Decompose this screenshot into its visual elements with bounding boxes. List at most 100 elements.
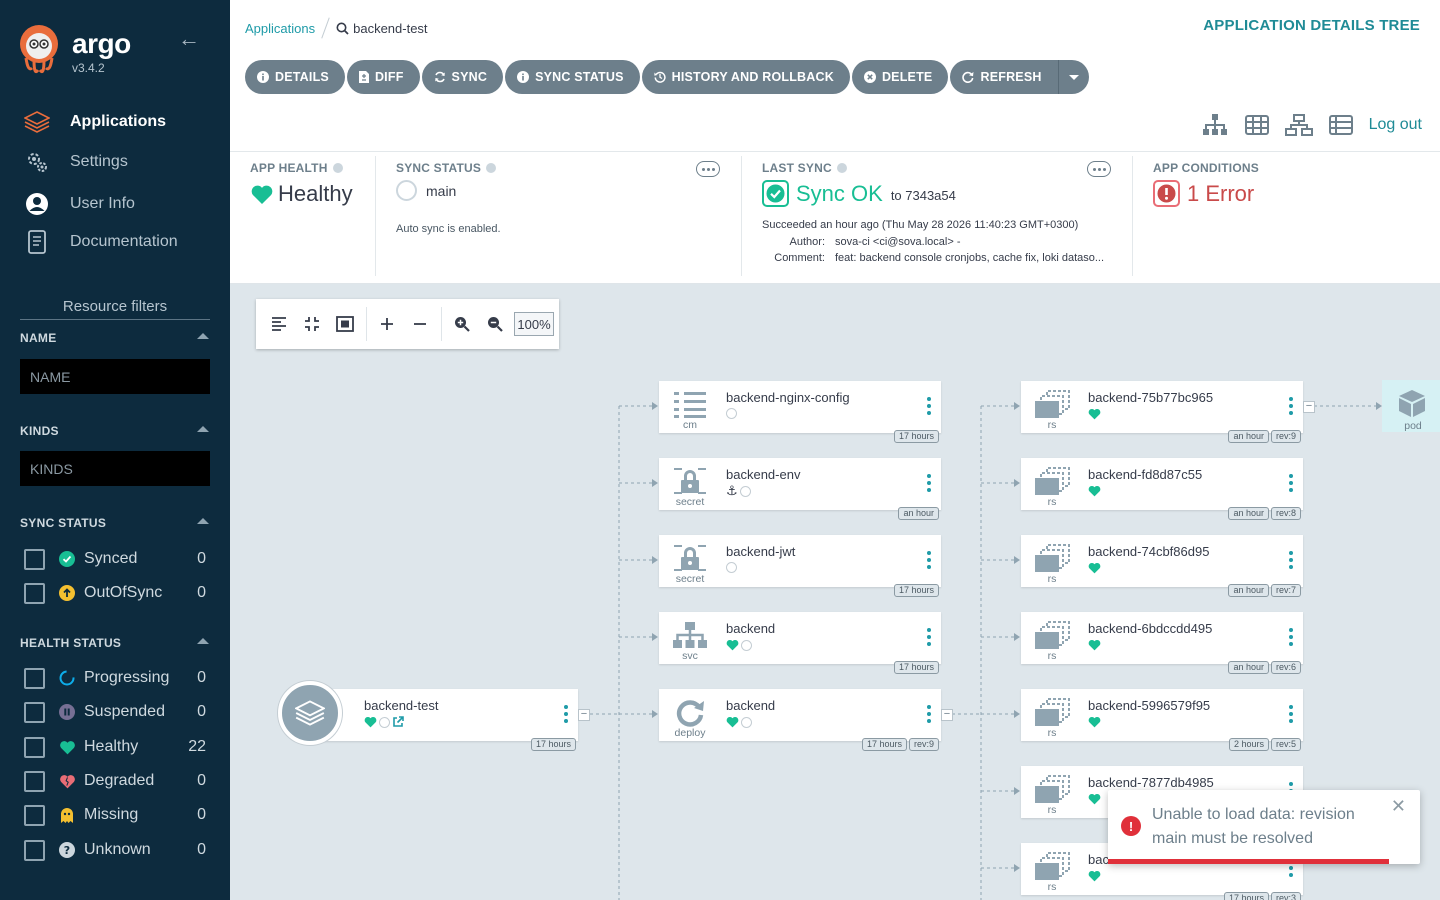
sync-status-collapse-icon[interactable] — [197, 518, 209, 524]
node-menu-icon[interactable] — [927, 474, 931, 492]
node-menu-icon[interactable] — [927, 551, 931, 569]
sync-status-more-button[interactable] — [696, 161, 720, 177]
tree-node-replicaset[interactable]: rs backend-5996579f95 2 hours rev:5 — [1021, 689, 1303, 751]
configmap-icon — [671, 389, 709, 419]
sync-status-button[interactable]: SYNC STATUS — [505, 60, 640, 94]
node-menu-icon[interactable] — [1289, 474, 1293, 492]
node-menu-icon[interactable] — [1289, 397, 1293, 415]
sync-button[interactable]: SYNC — [421, 60, 504, 94]
align-left-icon[interactable] — [265, 310, 293, 338]
zoom-out-icon[interactable] — [481, 310, 509, 338]
filter-unknown[interactable]: ? Unknown 0 — [24, 839, 206, 861]
checkbox[interactable] — [24, 582, 45, 604]
nav-documentation[interactable]: Documentation — [24, 228, 178, 256]
details-button[interactable]: DETAILS — [245, 60, 345, 94]
help-icon[interactable] — [836, 163, 847, 173]
last-sync-comment: feat: backend console cronjobs, cache fi… — [835, 252, 1105, 264]
collapse-node-icon[interactable]: − — [578, 709, 590, 721]
filter-synced[interactable]: Synced 0 — [24, 548, 206, 570]
node-menu-icon[interactable] — [927, 705, 931, 723]
filter-progressing[interactable]: Progressing 0 — [24, 667, 206, 689]
tree-node-service[interactable]: svc backend 17 hours — [659, 612, 941, 674]
list-view-icon[interactable] — [1327, 112, 1355, 138]
collapse-all-icon[interactable] — [406, 310, 434, 338]
checkbox[interactable] — [24, 770, 45, 792]
age-badge: an hour — [1228, 661, 1269, 674]
node-menu-icon[interactable] — [927, 628, 931, 646]
close-icon[interactable]: ✕ — [1390, 796, 1406, 816]
sync-unknown-icon — [741, 639, 752, 651]
resource-tree-graph[interactable]: 100% backend-test 17 hours − cm backend-… — [230, 285, 1440, 900]
kinds-filter-input[interactable] — [20, 451, 210, 486]
compress-icon[interactable] — [298, 310, 326, 338]
collapse-node-icon[interactable]: − — [1303, 401, 1315, 413]
fit-to-screen-icon[interactable] — [331, 310, 359, 338]
filter-degraded[interactable]: Degraded 0 — [24, 770, 206, 792]
replicaset-icon — [1033, 851, 1071, 881]
node-menu-icon[interactable] — [564, 705, 568, 723]
user-circle-icon — [24, 191, 50, 217]
checkbox[interactable] — [24, 804, 45, 826]
tree-node-replicaset[interactable]: rs backend-6bdccdd495 an hour rev:6 — [1021, 612, 1303, 674]
checkbox[interactable] — [24, 736, 45, 758]
logout-link[interactable]: Log out — [1368, 116, 1422, 133]
nav-settings[interactable]: Settings — [24, 148, 128, 176]
node-menu-icon[interactable] — [927, 397, 931, 415]
filter-missing[interactable]: Missing 0 — [24, 804, 206, 826]
heart-icon — [364, 716, 377, 728]
filter-suspended[interactable]: Suspended 0 — [24, 701, 206, 723]
tree-node-replicaset[interactable]: rs backend-fd8d87c55 an hour rev:8 — [1021, 458, 1303, 520]
heart-broken-icon — [58, 772, 76, 790]
kinds-filter-collapse-icon[interactable] — [197, 426, 209, 432]
collapse-node-icon[interactable]: − — [941, 709, 953, 721]
delete-button[interactable]: DELETE — [851, 60, 949, 94]
expand-all-icon[interactable] — [373, 310, 401, 338]
refresh-button[interactable]: REFRESH — [950, 60, 1058, 94]
secret-lock-icon — [671, 466, 709, 496]
info-icon — [517, 71, 530, 83]
checkbox[interactable] — [24, 701, 45, 723]
refresh-dropdown-button[interactable] — [1057, 60, 1089, 94]
health-status-collapse-icon[interactable] — [197, 638, 209, 644]
breadcrumb-applications-link[interactable]: Applications — [245, 20, 316, 36]
tree-node-configmap[interactable]: cm backend-nginx-config 17 hours — [659, 381, 941, 443]
breadcrumb-current: backend-test — [336, 21, 428, 36]
last-sync-succeeded: Succeeded an hour ago (Thu May 28 2026 1… — [762, 219, 1079, 231]
tree-node-secret[interactable]: secret backend-env ⚓ an hour — [659, 458, 941, 520]
last-sync-more-button[interactable] — [1087, 161, 1111, 177]
network-view-icon[interactable] — [1284, 112, 1313, 138]
tree-node-application[interactable]: backend-test 17 hours − — [308, 689, 590, 751]
help-icon[interactable] — [486, 163, 497, 173]
search-icon — [336, 22, 349, 35]
checkbox[interactable] — [24, 548, 45, 570]
application-icon — [278, 681, 342, 745]
diff-button[interactable]: DIFF — [346, 60, 420, 94]
node-menu-icon[interactable] — [1289, 705, 1293, 723]
times-circle-icon — [863, 71, 876, 83]
name-filter-input[interactable] — [20, 359, 210, 394]
filter-outofsync[interactable]: OutOfSync 0 — [24, 582, 206, 604]
help-icon[interactable] — [332, 163, 343, 173]
zoom-level[interactable]: 100% — [514, 312, 554, 336]
tree-node-replicaset[interactable]: rs backend-75b77bc965 an hour rev:9 − — [1021, 381, 1315, 443]
tree-node-deployment[interactable]: deploy backend 17 hours rev:9 − — [659, 689, 953, 751]
checkbox[interactable] — [24, 667, 45, 689]
app-conditions-panel[interactable]: APP CONDITIONS 1 Error — [1153, 161, 1259, 207]
collapse-sidebar-icon[interactable]: ← — [178, 26, 200, 51]
zoom-in-icon[interactable] — [448, 310, 476, 338]
app-health-panel: APP HEALTH Healthy — [250, 161, 353, 206]
tree-node-secret[interactable]: secret backend-jwt 17 hours — [659, 535, 941, 597]
checkbox[interactable] — [24, 839, 45, 861]
tree-node-replicaset[interactable]: rs backend-74cbf86d95 an hour rev:7 — [1021, 535, 1303, 597]
history-and-rollback-button[interactable]: HISTORY AND ROLLBACK — [641, 60, 850, 94]
nav-applications[interactable]: Applications — [24, 108, 166, 136]
filter-healthy[interactable]: Healthy 22 — [24, 736, 206, 758]
nav-user-info[interactable]: User Info — [24, 190, 135, 218]
name-filter-collapse-icon[interactable] — [197, 333, 209, 339]
node-menu-icon[interactable] — [1289, 551, 1293, 569]
pods-grid-view-icon[interactable] — [1243, 112, 1271, 138]
tree-node-pod[interactable]: pod — [1382, 380, 1440, 432]
tree-view-icon[interactable] — [1201, 112, 1229, 138]
node-menu-icon[interactable] — [1289, 628, 1293, 646]
external-link-icon[interactable] — [392, 716, 404, 728]
